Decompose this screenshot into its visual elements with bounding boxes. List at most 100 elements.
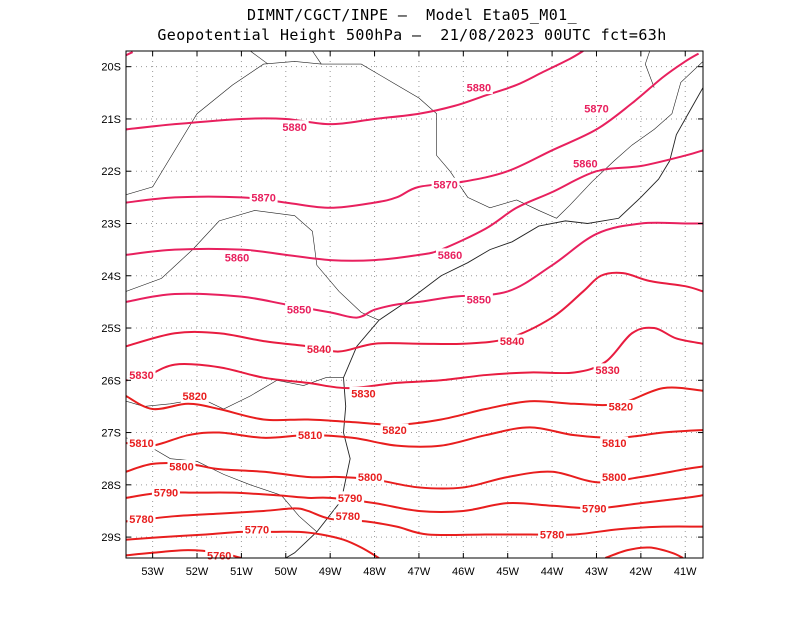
contour-label: 5870	[584, 103, 608, 115]
contour-label-bg	[380, 423, 409, 437]
contour-label-bg	[285, 303, 314, 317]
y-tick-label: 23S	[101, 218, 121, 230]
contour-label: 5800	[169, 462, 193, 474]
contour-label: 5780	[129, 514, 153, 526]
contour-label-bg	[167, 460, 196, 474]
contour-label: 5860	[225, 252, 249, 264]
contour-5850	[126, 221, 703, 319]
coast-line	[285, 87, 703, 558]
contour-label: 5800	[602, 472, 626, 484]
contour-label-bg	[249, 190, 278, 204]
contour-label: 5850	[287, 305, 311, 317]
y-tick-label: 22S	[101, 166, 121, 178]
contour-label-bg	[593, 363, 622, 377]
border-line	[250, 51, 269, 65]
contour-label: 5800	[358, 472, 382, 484]
contour-label: 5880	[282, 122, 306, 134]
contour-label-bg	[571, 156, 600, 170]
contour-label: 5860	[438, 250, 462, 262]
contour-label-bg	[349, 386, 378, 400]
contour-label-bg	[127, 436, 156, 450]
contour-label: 5790	[338, 493, 362, 505]
contour-label: 5830	[129, 370, 153, 382]
x-tick-label: 44W	[541, 566, 564, 578]
contour-label: 5830	[351, 388, 375, 400]
contour-label-bg	[538, 527, 567, 541]
y-tick-label: 27S	[101, 428, 121, 440]
x-tick-label: 45W	[496, 566, 519, 578]
contour-label: 5820	[382, 425, 406, 437]
contour-label-bg	[333, 509, 362, 523]
contour-label-bg	[606, 399, 635, 413]
y-tick-label: 26S	[101, 375, 121, 387]
y-tick-label: 28S	[101, 480, 121, 492]
x-tick-label: 46W	[452, 566, 475, 578]
contour-5780	[126, 507, 703, 537]
y-tick-label: 25S	[101, 323, 121, 335]
axes: 53W 52W 51W 50W 49W 48W 47W 46W 45W 44W 43W 42W 41W 2…	[101, 51, 703, 578]
contour-label-bg	[600, 436, 629, 450]
contour-label: 5780	[336, 511, 360, 523]
contour-label: 5820	[183, 391, 207, 403]
y-tick-label: 29S	[101, 532, 121, 544]
contour-label: 5850	[467, 294, 491, 306]
y-tick-label: 21S	[101, 114, 121, 126]
x-tick-label: 52W	[186, 566, 209, 578]
contour-label: 5760	[207, 550, 231, 562]
grid-lines	[126, 51, 703, 558]
contour-label-bg	[498, 334, 527, 348]
border-line	[126, 210, 380, 321]
x-tick-label: 49W	[319, 566, 342, 578]
contour-label-bg	[151, 486, 180, 500]
contour-label: 5870	[433, 179, 457, 191]
contour-label-bg	[222, 250, 251, 264]
contour-label: 5790	[154, 488, 178, 500]
contour-label-bg	[180, 389, 209, 403]
x-tick-label: 47W	[408, 566, 431, 578]
contour-5830	[126, 326, 703, 390]
y-tick-label: 24S	[101, 271, 121, 283]
contour-label: 5810	[298, 430, 322, 442]
contour-label: 5860	[573, 158, 597, 170]
contour-label-bg	[356, 470, 385, 484]
plot-frame	[125, 50, 704, 559]
contour-5860	[126, 149, 703, 262]
border-line	[126, 377, 344, 410]
border-line	[312, 51, 322, 65]
border-line	[644, 51, 655, 88]
contour-label: 5840	[500, 336, 524, 348]
contour-5870	[126, 52, 700, 209]
contour-label-bg	[600, 470, 629, 484]
contour-5790	[126, 491, 703, 513]
contour-5880	[126, 51, 134, 57]
y-tick-label: 20S	[101, 62, 121, 74]
contour-label: 5770	[245, 524, 269, 536]
contour-label-bg	[336, 491, 365, 505]
contour-label-bg	[305, 342, 334, 356]
contour-label: 5840	[307, 344, 331, 356]
contour-label-bg	[436, 248, 465, 262]
x-tick-label: 53W	[141, 566, 164, 578]
contour-label-bg	[431, 177, 460, 191]
contour-5770	[605, 546, 684, 558]
contour-label: 5810	[602, 438, 626, 450]
contour-label-bg	[127, 512, 156, 526]
contour-label-bg	[464, 292, 493, 306]
contour-label-bg	[296, 428, 325, 442]
chart-title-line-2: Geopotential Height 500hPa – 21/08/2023 …	[157, 26, 667, 44]
contour-5880	[126, 51, 584, 131]
x-tick-label: 42W	[630, 566, 653, 578]
contour-label: 5880	[467, 83, 491, 95]
x-tick-label: 48W	[363, 566, 386, 578]
contour-label: 5830	[595, 365, 619, 377]
contour-label-bg	[582, 101, 611, 115]
x-tick-label: 51W	[230, 566, 253, 578]
contour-label-bg	[205, 548, 234, 562]
contour-label-bg	[242, 522, 271, 536]
contour-label: 5870	[251, 192, 275, 204]
chart-title-line-1: DIMNT/CGCT/INPE – Model Eta05_M01_	[246, 6, 578, 24]
contour-label: 5790	[582, 503, 606, 515]
contour-5840	[126, 271, 703, 353]
contour-label-bg	[127, 368, 156, 382]
